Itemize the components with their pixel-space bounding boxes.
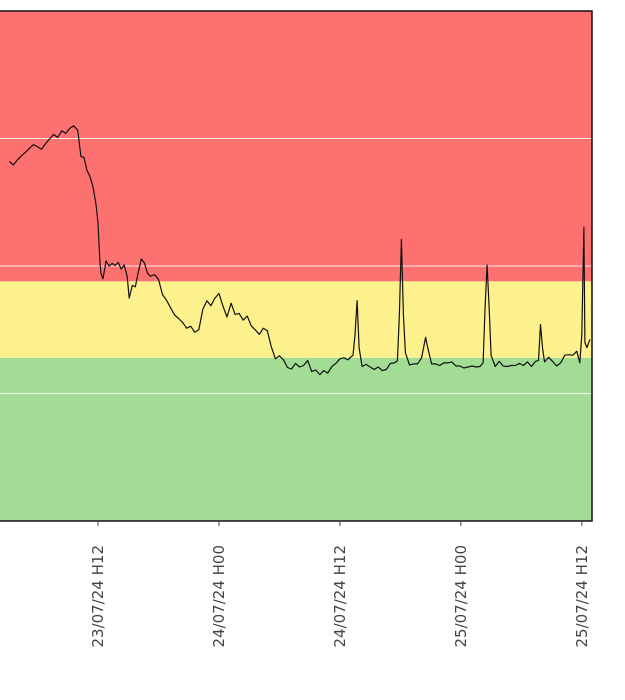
gridlines: [0, 138, 592, 394]
series-line: [8, 125, 591, 376]
band-green: [0, 357, 592, 521]
x-tick-label: 24/07/24 H12: [331, 545, 349, 648]
plot-frame: [0, 10, 593, 522]
x-axis: 23/07/24 H12 24/07/24 H00 24/07/24 H12 25/0…: [89, 521, 591, 648]
x-tick-label: 23/07/24 H12: [89, 545, 107, 648]
x-tick-label: 24/07/24 H00: [210, 545, 228, 648]
x-tick-label: 25/07/24 H12: [573, 545, 591, 648]
x-tick-label: 25/07/24 H00: [452, 545, 470, 648]
band-red: [0, 11, 592, 282]
band-yellow: [0, 281, 592, 358]
plot-area: [0, 10, 593, 522]
threshold-bands: [0, 11, 592, 521]
